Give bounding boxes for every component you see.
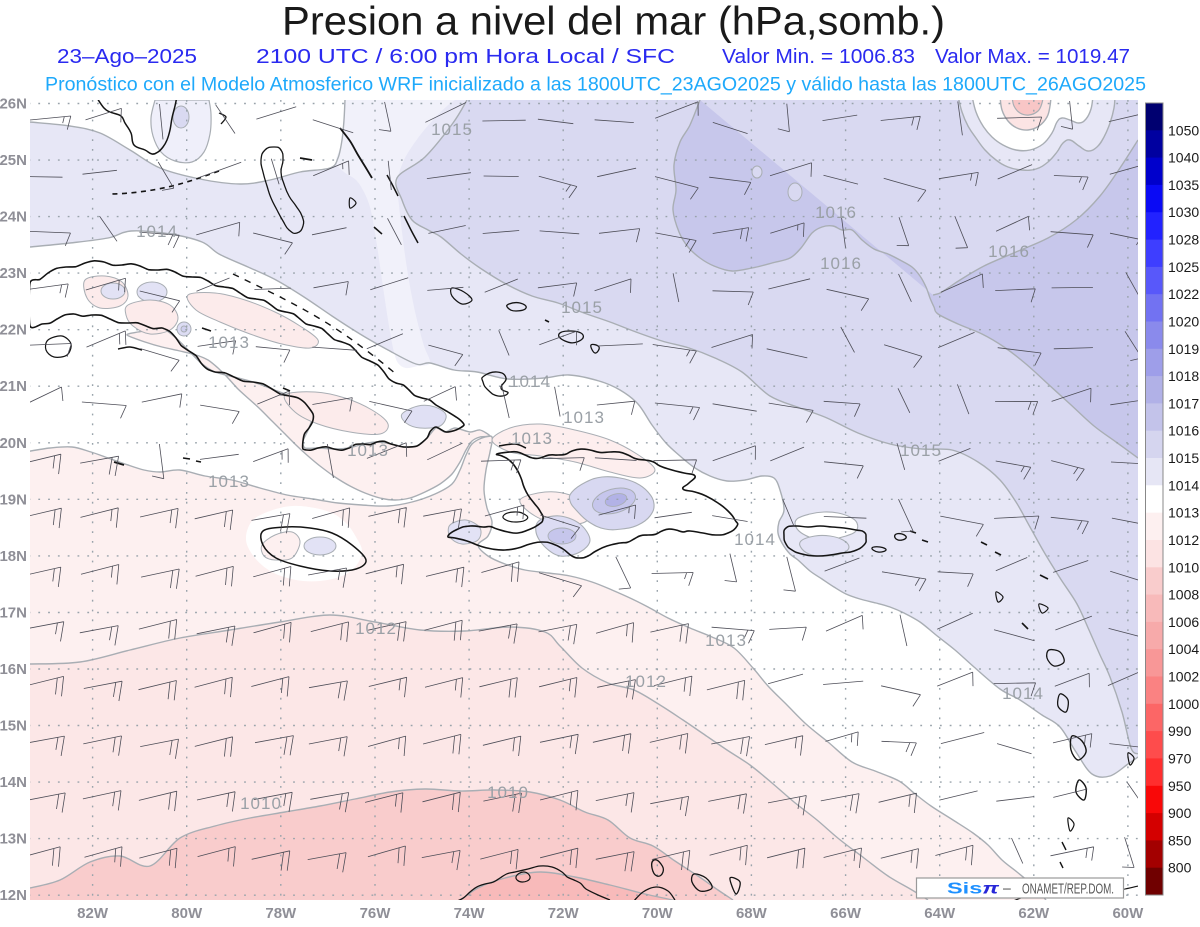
svg-text:1035: 1035 <box>1168 177 1199 193</box>
svg-text:66W: 66W <box>830 905 862 922</box>
svg-text:1014: 1014 <box>734 530 776 549</box>
svg-text:1012: 1012 <box>1168 532 1199 548</box>
svg-text:1013: 1013 <box>563 408 605 427</box>
svg-text:ONAMET/REP.DOM.: ONAMET/REP.DOM. <box>1022 882 1114 898</box>
svg-text:1028: 1028 <box>1168 232 1199 248</box>
svg-text:23N: 23N <box>0 265 27 282</box>
svg-text:1008: 1008 <box>1168 587 1199 603</box>
svg-text:1004: 1004 <box>1168 641 1199 657</box>
svg-text:1022: 1022 <box>1168 286 1199 302</box>
svg-text:15N: 15N <box>0 718 27 735</box>
svg-text:26N: 26N <box>0 96 27 113</box>
svg-text:78W: 78W <box>265 905 297 922</box>
svg-text:13N: 13N <box>0 831 27 848</box>
svg-text:1010: 1010 <box>487 783 529 802</box>
svg-text:900: 900 <box>1168 805 1192 821</box>
svg-text:82W: 82W <box>77 905 109 922</box>
svg-text:1012: 1012 <box>355 619 397 638</box>
svg-text:64W: 64W <box>924 905 956 922</box>
svg-text:18N: 18N <box>0 548 27 565</box>
svg-text:68W: 68W <box>736 905 768 922</box>
svg-text:1013: 1013 <box>208 333 250 352</box>
svg-text:62W: 62W <box>1018 905 1050 922</box>
svg-text:22N: 22N <box>0 322 27 339</box>
svg-text:1013: 1013 <box>511 429 553 448</box>
svg-text:60W: 60W <box>1112 905 1144 922</box>
svg-text:80W: 80W <box>171 905 203 922</box>
svg-text:1013: 1013 <box>1168 505 1199 521</box>
svg-text:1018: 1018 <box>1168 368 1199 384</box>
svg-text:1014: 1014 <box>509 372 551 391</box>
svg-text:1014: 1014 <box>136 222 178 241</box>
svg-text:1050: 1050 <box>1168 122 1199 138</box>
svg-text:1010: 1010 <box>1168 559 1199 575</box>
svg-text:72W: 72W <box>548 905 580 922</box>
svg-text:1019: 1019 <box>1168 341 1199 357</box>
svg-text:2100 UTC / 6:00 pm Hora Local: 2100 UTC / 6:00 pm Hora Local / SFC <box>256 45 675 68</box>
svg-text:1014: 1014 <box>1168 477 1199 493</box>
svg-text:1013: 1013 <box>347 441 389 460</box>
svg-text:800: 800 <box>1168 860 1192 876</box>
svg-text:Valor Min. = 1006.83: Valor Min. = 1006.83 <box>722 45 915 68</box>
svg-text:1016: 1016 <box>1168 423 1199 439</box>
svg-text:1015: 1015 <box>561 298 603 317</box>
svg-text:–: – <box>1003 880 1011 896</box>
svg-text:1006: 1006 <box>1168 614 1199 630</box>
svg-text:1040: 1040 <box>1168 150 1199 166</box>
svg-text:970: 970 <box>1168 750 1192 766</box>
svg-text:1025: 1025 <box>1168 259 1199 275</box>
svg-text:23–Ago–2025: 23–Ago–2025 <box>57 45 197 68</box>
svg-text:850: 850 <box>1168 832 1192 848</box>
svg-text:990: 990 <box>1168 723 1192 739</box>
svg-text:70W: 70W <box>642 905 674 922</box>
svg-text:1030: 1030 <box>1168 204 1199 220</box>
svg-text:24N: 24N <box>0 209 27 226</box>
svg-text:1015: 1015 <box>900 441 942 460</box>
svg-text:1016: 1016 <box>820 254 862 273</box>
svg-text:1010: 1010 <box>240 794 282 813</box>
svg-text:17N: 17N <box>0 605 27 622</box>
svg-text:14N: 14N <box>0 774 27 791</box>
svg-text:1014: 1014 <box>1002 684 1044 703</box>
svg-text:1013: 1013 <box>705 631 747 650</box>
svg-text:Presion a nivel del mar (hPa,s: Presion a nivel del mar (hPa,somb.) <box>282 0 945 44</box>
svg-text:Valor Max. = 1019.47: Valor Max. = 1019.47 <box>935 45 1130 68</box>
svg-text:74W: 74W <box>454 905 486 922</box>
svg-text:950: 950 <box>1168 778 1192 794</box>
svg-text:1020: 1020 <box>1168 314 1199 330</box>
svg-text:21N: 21N <box>0 378 27 395</box>
svg-text:1017: 1017 <box>1168 395 1199 411</box>
svg-text:1013: 1013 <box>208 472 250 491</box>
svg-text:12N: 12N <box>0 887 27 904</box>
svg-text:1015: 1015 <box>431 120 473 139</box>
svg-text:25N: 25N <box>0 152 27 169</box>
svg-text:1016: 1016 <box>815 203 857 222</box>
svg-text:Pronóstico con el Modelo Atmos: Pronóstico con el Modelo Atmosferico WRF… <box>45 74 1146 96</box>
svg-text:19N: 19N <box>0 491 27 508</box>
svg-text:1012: 1012 <box>625 672 667 691</box>
svg-text:1015: 1015 <box>1168 450 1199 466</box>
svg-text:16N: 16N <box>0 661 27 678</box>
svg-text:76W: 76W <box>360 905 392 922</box>
svg-text:1016: 1016 <box>988 242 1030 261</box>
svg-text:1002: 1002 <box>1168 669 1199 685</box>
svg-text:20N: 20N <box>0 435 27 452</box>
svg-text:1000: 1000 <box>1168 696 1199 712</box>
